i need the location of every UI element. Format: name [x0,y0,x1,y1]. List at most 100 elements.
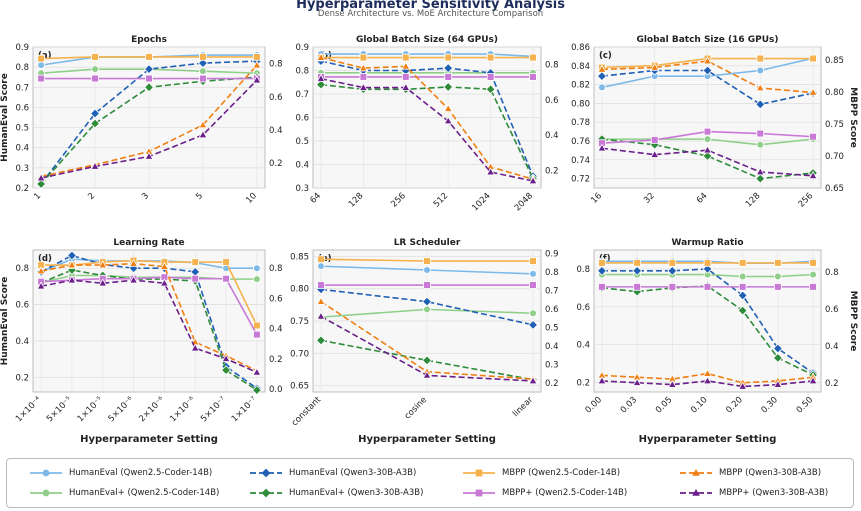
legend-swatch-marker [42,469,50,477]
legend-label: HumanEval (Qwen3-30B-A3B) [289,468,417,478]
x-tick-label: 512 [432,191,451,210]
data-point [703,145,712,154]
legend-swatch-marker [475,489,483,497]
data-point [67,275,77,284]
series-mbpp-qwen3-30b-a3b [316,73,538,185]
x-tick-label: 128 [347,191,366,210]
y-tick-label: 0.75 [290,317,309,327]
y-tick-label: 0.80 [290,285,309,295]
x-tick-label: 256 [389,191,408,210]
data-point [529,73,537,81]
data-point [222,258,230,266]
series-line [320,53,534,58]
data-point [702,65,713,76]
y2-tick-label: 0.70 [825,152,844,162]
data-point [650,149,660,158]
data-point [755,167,765,176]
x-tick-label: 3 [140,191,151,202]
y2-tick-label: 0.6 [269,93,283,103]
x-tick-label: 5×10⁻⁷ [199,395,229,425]
data-point [756,129,765,138]
x-tick-label: 0.30 [760,395,780,415]
series-line [320,77,534,182]
data-point [772,343,783,354]
y-tick-label: 0.6 [295,114,309,124]
y2-tick-label: 0.2 [269,159,283,169]
data-point [529,309,537,318]
data-point [738,283,747,291]
data-point [703,56,712,65]
y2-tick-label: 0.6 [545,305,559,315]
data-point [316,79,326,90]
data-point [423,257,431,265]
y2-tick-label: 0.80 [825,88,844,98]
subplot-5: 0.65 0.70 0.75 0.80 0.85 0.2 0.3 0.4 0.5 0.6 0.7 0.… [290,238,559,445]
x-axis-label: Hyperparameter Setting [358,434,496,445]
data-point [316,335,326,346]
data-point [401,61,411,70]
y-tick-label: 0.3 [295,184,309,194]
y-tick-label: 0.80 [571,99,590,109]
data-point [198,120,208,129]
data-point [129,275,139,284]
x-axis-label: Hyperparameter Setting [80,434,218,445]
data-point [90,108,101,119]
data-point [756,54,765,63]
data-point [316,311,326,320]
data-point [98,278,108,287]
data-point [359,53,368,62]
y2-tick-label: 0.4 [269,126,283,136]
x-tick-label: linear [511,395,535,419]
y2-tick-label: 0.8 [269,60,283,70]
subplot-title: Global Batch Size (64 GPUs) [356,35,498,45]
y-tick-label: 0.65 [290,382,309,392]
data-point [772,352,783,363]
data-point [598,259,606,267]
data-point [91,74,99,83]
y-tick-label: 0.2 [15,184,29,194]
x-tick-label: 0.10 [689,395,709,415]
data-point [774,283,782,291]
legend-label: HumanEval+ (Qwen3-30B-A3B) [289,488,424,498]
x-tick-label: 1×10⁻⁶ [168,395,198,425]
data-point [253,330,261,339]
legend-swatch-marker [692,489,700,496]
series-humaneval-qwen2-5-coder-14b [317,262,537,278]
data-point [422,355,432,366]
x-tick-label: 0.00 [584,395,604,415]
y2-tick-label: 0.3 [545,360,559,370]
data-point [738,272,747,281]
series-mbpp-qwen2-5-coder-14b [598,127,817,147]
data-point [597,376,607,385]
legend-label: MBPP (Qwen2.5-Coder-14B) [502,468,621,478]
y-tick-label: 0.9 [295,43,309,53]
data-point [198,130,208,139]
y2-tick-label: 0.2 [269,355,283,365]
data-point [37,54,45,63]
y2-tick-label: 0.0 [269,385,283,395]
series-mbpp-qwen3-30b-a3b [597,376,818,390]
y-tick-label: 0.4 [295,161,309,171]
subplot-3: 0.72 0.74 0.76 0.78 0.80 0.82 0.84 0.86 0.65 0.70… [571,35,858,210]
subplot-title: LR Scheduler [394,238,461,248]
subplot-title: Learning Rate [113,238,184,248]
data-point [129,258,139,267]
x-tick-label: 128 [744,191,763,210]
data-point [191,258,200,266]
y2-tick-label: 0.4 [545,342,559,352]
data-point [486,167,496,176]
x-tick-label: 5×10⁻⁶ [107,395,137,425]
data-point [67,260,77,269]
data-point [90,118,101,129]
chart-legend: HumanEval (Qwen2.5-Coder-14B) HumanEval (… [6,458,854,508]
x-tick-label: 1×10⁻⁷ [230,395,260,425]
panel-label: (b) [318,51,332,61]
data-point [199,67,207,75]
data-point [145,74,153,83]
legend-item-mbpp-qwen2-5-coder-14b: MBPP (Qwen2.5-Coder-14B) [462,466,620,480]
legend-swatch-marker [692,469,700,476]
data-point [422,370,432,379]
data-point [703,376,712,385]
data-point [529,257,537,265]
